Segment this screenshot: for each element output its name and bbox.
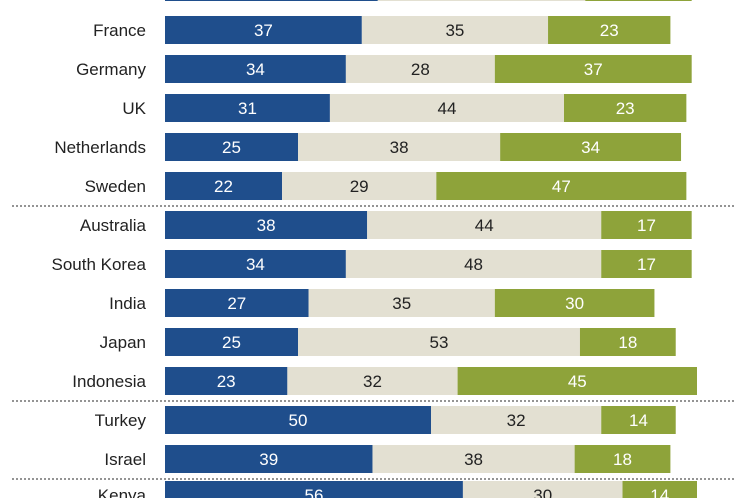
bar-series-3 [579,328,676,356]
category-label: Netherlands [54,138,146,157]
bar-series-3 [436,172,687,200]
bar-series-1 [165,55,346,83]
bar-series-3 [601,406,676,434]
data-label-series-2: 30 [533,486,552,498]
bar-series-3 [564,94,687,122]
bar-series-2 [462,481,623,498]
bar-series-3 [500,133,682,161]
data-label-series-3: 14 [650,486,669,498]
data-label-series-1: 27 [227,294,246,313]
bar-series-2 [377,0,586,1]
data-label-series-2: 29 [350,177,369,196]
bar-series-3 [494,55,692,83]
category-label: Turkey [95,411,147,430]
category-label: Japan [100,333,146,352]
bar-series-3 [601,250,692,278]
bar-series-2 [367,211,602,239]
data-label-series-3: 14 [629,411,648,430]
data-label-series-2: 44 [437,99,456,118]
bar-series-1 [165,250,346,278]
bar-series-3 [548,16,671,44]
bar-series-2 [287,367,458,395]
bar-series-2 [345,55,495,83]
data-label-series-3: 45 [568,372,587,391]
data-label-series-2: 32 [507,411,526,430]
data-label-series-1: 25 [222,138,241,157]
data-label-series-2: 44 [475,216,494,235]
data-label-series-1: 56 [304,486,323,498]
bar-series-3 [601,211,692,239]
data-label-series-3: 30 [565,294,584,313]
category-label: Kenya [98,486,147,498]
data-label-series-1: 37 [254,21,273,40]
data-label-series-2: 48 [464,255,483,274]
bar-series-1 [165,406,431,434]
data-label-series-1: 34 [246,60,265,79]
category-label: Indonesia [72,372,146,391]
bar-series-1 [165,328,298,356]
category-label: UK [122,99,146,118]
data-label-series-3: 18 [613,450,632,469]
data-label-series-1: 31 [238,99,257,118]
bar-series-2 [361,16,549,44]
bar-series-1 [165,133,298,161]
bar-series-3 [494,289,655,317]
data-label-series-1: 22 [214,177,233,196]
category-label: France [93,21,146,40]
data-label-series-2: 35 [392,294,411,313]
bar-series-2 [298,328,580,356]
data-label-series-2: 28 [411,60,430,79]
bar-series-1 [165,172,283,200]
data-label-series-1: 23 [217,372,236,391]
bar-series-2 [329,94,564,122]
bar-series-1 [165,445,373,473]
data-label-series-2: 38 [464,450,483,469]
bar-series-1 [165,16,362,44]
bar-series-2 [345,250,602,278]
data-label-series-1: 38 [257,216,276,235]
data-label-series-3: 23 [616,99,635,118]
bar-series-2 [308,289,495,317]
bar-series-2 [282,172,437,200]
category-label: South Korea [51,255,146,274]
data-label-series-2: 38 [390,138,409,157]
bar-series-3 [585,0,692,1]
bar-series-1 [165,289,309,317]
bar-series-1 [165,367,288,395]
data-label-series-3: 37 [584,60,603,79]
data-label-series-1: 39 [259,450,278,469]
bar-series-1 [165,0,378,1]
data-label-series-1: 25 [222,333,241,352]
category-label: Sweden [85,177,146,196]
category-label: Australia [80,216,147,235]
category-label: Germany [76,60,146,79]
data-label-series-1: 50 [289,411,308,430]
data-label-series-3: 34 [581,138,600,157]
bar-series-3 [574,445,671,473]
data-label-series-1: 34 [246,255,265,274]
data-label-series-3: 47 [552,177,571,196]
bar-series-2 [431,406,602,434]
data-label-series-2: 35 [445,21,464,40]
data-label-series-2: 32 [363,372,382,391]
bar-series-1 [165,94,330,122]
bar-series-3 [622,481,697,498]
category-label: Israel [104,450,146,469]
data-label-series-2: 53 [430,333,449,352]
bar-series-1 [165,211,368,239]
bar-series-3 [457,367,697,395]
data-label-series-3: 17 [637,255,656,274]
data-label-series-3: 17 [637,216,656,235]
bar-series-2 [372,445,575,473]
data-label-series-3: 23 [600,21,619,40]
data-label-series-3: 18 [618,333,637,352]
bar-series-1 [165,481,463,498]
bar-series-2 [298,133,501,161]
category-label: India [109,294,146,313]
